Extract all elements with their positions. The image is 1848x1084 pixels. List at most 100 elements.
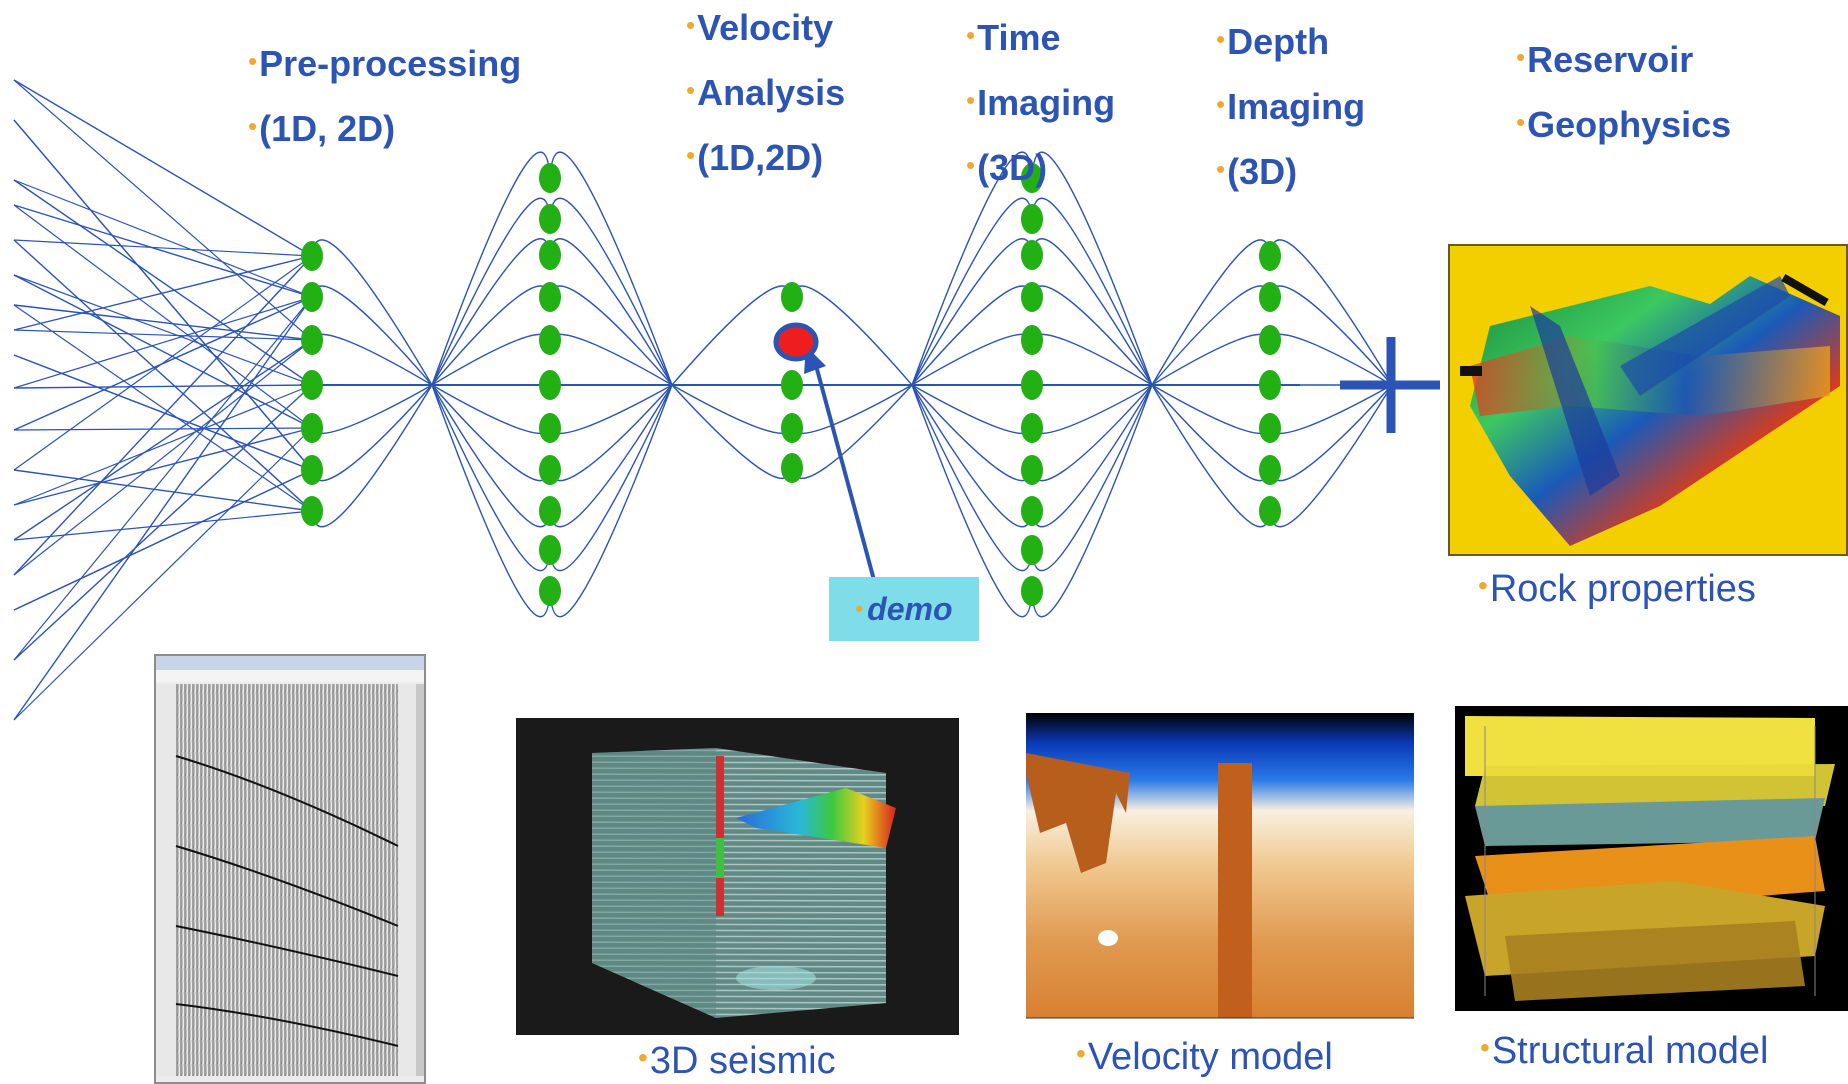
input-line bbox=[13, 469, 313, 512]
network-node bbox=[781, 370, 803, 400]
network-node bbox=[301, 413, 323, 443]
network-node bbox=[1259, 241, 1281, 271]
input-line bbox=[13, 304, 313, 512]
network-node bbox=[1259, 282, 1281, 312]
input-line bbox=[13, 354, 313, 471]
3d-seismic-image bbox=[516, 718, 959, 1035]
input-line bbox=[13, 274, 313, 429]
input-line bbox=[13, 179, 313, 298]
structural-model-image bbox=[1455, 706, 1848, 1011]
connection-arc bbox=[431, 384, 551, 618]
input-line bbox=[13, 204, 313, 298]
network-node bbox=[1021, 325, 1043, 355]
network-node bbox=[539, 576, 561, 606]
network-node bbox=[1259, 325, 1281, 355]
stage-label-reservoir-geophysics: Reservoir Geophysics bbox=[1516, 26, 1731, 156]
input-line bbox=[13, 339, 313, 576]
connection-arc bbox=[1031, 384, 1153, 435]
input-line bbox=[13, 296, 313, 721]
network-node bbox=[1021, 496, 1043, 526]
input-line bbox=[13, 239, 313, 512]
connection-arc bbox=[1269, 384, 1393, 435]
stage-label-line: Analysis bbox=[686, 59, 845, 124]
highlight-node bbox=[773, 322, 819, 362]
connection-arc bbox=[1269, 239, 1393, 386]
connection-arc bbox=[1031, 384, 1153, 572]
network-node bbox=[301, 370, 323, 400]
network-node bbox=[781, 413, 803, 443]
demo-label: demo bbox=[829, 577, 979, 641]
network-node bbox=[539, 204, 561, 234]
input-line bbox=[13, 255, 313, 471]
connection-arc bbox=[549, 384, 673, 572]
connection-arc bbox=[1269, 384, 1393, 528]
connection-arc bbox=[431, 384, 551, 572]
stage-label-line: Imaging bbox=[1216, 73, 1365, 138]
demo-label-text: demo bbox=[867, 590, 953, 627]
network-node bbox=[539, 413, 561, 443]
connection-arc bbox=[1151, 384, 1271, 528]
caption-structural-model: Structural model bbox=[1480, 1030, 1769, 1073]
stage-label-line: Reservoir bbox=[1516, 26, 1731, 91]
network-node bbox=[1021, 370, 1043, 400]
connection-arc bbox=[671, 285, 793, 386]
input-line bbox=[13, 304, 313, 341]
connection-arc bbox=[911, 197, 1033, 386]
network-node bbox=[539, 496, 561, 526]
caption-3d-seismic: 3D seismic bbox=[638, 1040, 836, 1083]
input-line bbox=[13, 79, 313, 341]
rock-properties-image bbox=[1448, 244, 1848, 556]
network-node bbox=[301, 455, 323, 485]
input-line bbox=[13, 384, 313, 389]
network-node bbox=[539, 455, 561, 485]
network-node bbox=[539, 370, 561, 400]
connection-arc bbox=[1031, 384, 1153, 618]
connection-arc bbox=[1151, 239, 1271, 386]
input-line bbox=[13, 469, 313, 611]
connection-arc bbox=[311, 384, 433, 435]
connection-arc bbox=[671, 384, 793, 435]
input-line bbox=[13, 79, 313, 257]
connection-arc bbox=[911, 238, 1033, 386]
input-line bbox=[13, 427, 313, 506]
connection-arc bbox=[1151, 333, 1271, 386]
stage-label-line: Pre-processing bbox=[248, 30, 521, 95]
input-line bbox=[13, 239, 313, 257]
connection-arc bbox=[1151, 384, 1271, 435]
stage-label-depth-imaging: Depth Imaging (3D) bbox=[1216, 8, 1365, 203]
input-line bbox=[13, 339, 313, 541]
network-node bbox=[1021, 576, 1043, 606]
connection-arc bbox=[549, 384, 673, 435]
stage-label-line: (3D) bbox=[966, 134, 1115, 199]
connection-arc bbox=[311, 384, 433, 528]
connection-arc bbox=[311, 239, 433, 386]
network-node bbox=[1259, 496, 1281, 526]
connection-arc bbox=[431, 333, 551, 386]
connection-arc bbox=[911, 384, 1033, 618]
stage-label-time-imaging: Time Imaging (3D) bbox=[966, 4, 1115, 199]
stage-label-line: Time bbox=[966, 4, 1115, 69]
connection-arc bbox=[549, 333, 673, 386]
seismic-trace-image bbox=[154, 654, 426, 1084]
network-node bbox=[301, 241, 323, 271]
connection-arc bbox=[1031, 197, 1153, 386]
input-line bbox=[13, 384, 313, 661]
connection-arc bbox=[1269, 333, 1393, 386]
network-node bbox=[781, 282, 803, 312]
connection-arc bbox=[431, 151, 551, 386]
connection-arc bbox=[791, 384, 913, 435]
connection-arc bbox=[1031, 333, 1153, 386]
stage-label-line: (1D,2D) bbox=[686, 124, 845, 189]
stage-label-line: (1D, 2D) bbox=[248, 95, 521, 160]
stage-label-line: Geophysics bbox=[1516, 91, 1731, 156]
caption-rock-properties: Rock properties bbox=[1478, 568, 1756, 611]
network-node bbox=[1021, 455, 1043, 485]
stage-label-preprocessing: Pre-processing (1D, 2D) bbox=[248, 30, 521, 160]
network-node bbox=[301, 496, 323, 526]
stage-label-line: Depth bbox=[1216, 8, 1365, 73]
network-node bbox=[1259, 455, 1281, 485]
connection-arc bbox=[1031, 238, 1153, 386]
input-line bbox=[13, 384, 313, 506]
network-node bbox=[301, 282, 323, 312]
connection-arc bbox=[549, 238, 673, 386]
